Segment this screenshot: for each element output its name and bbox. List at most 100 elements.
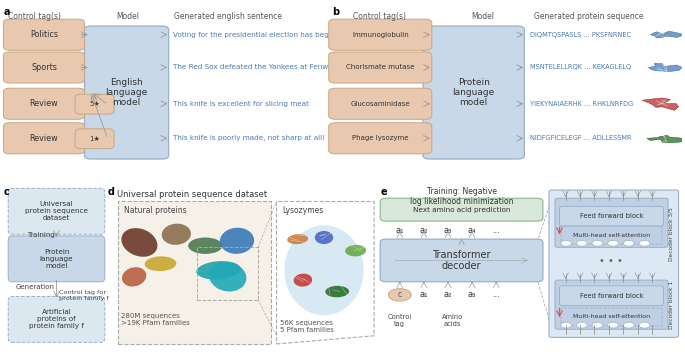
Text: This knife is poorly made, not sharp at all!: This knife is poorly made, not sharp at … [173,135,325,141]
Text: a₂: a₂ [444,290,452,299]
FancyBboxPatch shape [329,88,432,119]
Polygon shape [643,98,679,110]
Text: a₄: a₄ [468,226,476,235]
Text: ...: ... [493,226,500,235]
FancyBboxPatch shape [329,123,432,154]
FancyBboxPatch shape [84,26,169,159]
Polygon shape [649,63,682,72]
Text: Multi-head self-attention: Multi-head self-attention [573,232,650,237]
FancyBboxPatch shape [560,286,664,305]
FancyBboxPatch shape [329,19,432,50]
Text: Glucosaminidase: Glucosaminidase [351,101,410,107]
Text: Feed forward block: Feed forward block [580,293,643,299]
Ellipse shape [162,224,191,245]
FancyBboxPatch shape [8,297,105,342]
Text: Control tag for
protein family f: Control tag for protein family f [59,290,108,301]
Text: Model: Model [116,12,140,21]
Text: Multi-head self-attention: Multi-head self-attention [573,314,650,319]
Text: a₁: a₁ [420,290,428,299]
Text: Phage lysozyme: Phage lysozyme [352,135,408,141]
Text: YIEKYNAIAERHK ... RHKLNRFDG: YIEKYNAIAERHK ... RHKLNRFDG [530,101,633,107]
Text: a₂: a₂ [420,226,428,235]
Ellipse shape [325,286,349,297]
FancyBboxPatch shape [75,94,114,114]
Text: e: e [380,187,387,197]
FancyBboxPatch shape [3,52,84,83]
Text: DIQMTQSPASLS ... PKSFNRNEC: DIQMTQSPASLS ... PKSFNRNEC [530,32,631,38]
Text: Decoder block 1: Decoder block 1 [669,281,673,329]
Circle shape [592,240,603,246]
Text: Protein
language
model: Protein language model [453,78,495,108]
FancyBboxPatch shape [423,26,525,159]
Text: a: a [3,7,10,17]
FancyBboxPatch shape [555,198,668,247]
Text: Training: Training [27,232,54,238]
Ellipse shape [188,237,223,254]
Text: Control
tag: Control tag [388,314,412,328]
Text: Natural proteins: Natural proteins [123,206,186,215]
Text: • • •: • • • [599,256,623,266]
Text: The Red Sox defeated the Yankees at Fenway: The Red Sox defeated the Yankees at Fenw… [173,64,337,70]
Ellipse shape [315,231,333,244]
Text: Review: Review [29,99,58,108]
Text: Amino
acids: Amino acids [442,314,463,328]
Text: Model: Model [471,12,494,21]
Text: 1★: 1★ [89,136,100,142]
FancyBboxPatch shape [3,123,84,154]
Circle shape [592,322,603,328]
Text: c: c [3,187,9,197]
Ellipse shape [284,225,364,315]
Text: 56K sequences
5 Pfam families: 56K sequences 5 Pfam families [280,319,334,333]
Text: Feed forward block: Feed forward block [580,213,643,219]
FancyBboxPatch shape [560,206,664,226]
Text: Universal protein sequence dataset: Universal protein sequence dataset [117,190,267,199]
Text: Decoder block 3/5: Decoder block 3/5 [669,207,673,261]
Text: Control tag(s): Control tag(s) [353,12,406,21]
Circle shape [561,322,571,328]
Circle shape [639,322,650,328]
Ellipse shape [220,228,254,254]
Circle shape [576,240,587,246]
Circle shape [639,240,650,246]
Text: 5★: 5★ [89,101,100,107]
FancyBboxPatch shape [75,129,114,149]
Text: Voting for the presidential election has begun: Voting for the presidential election has… [173,32,338,38]
Text: NIDFGFICELEGF ... ADLLESSMR: NIDFGFICELEGF ... ADLLESSMR [530,135,632,141]
Ellipse shape [345,245,366,256]
Polygon shape [647,136,682,143]
Text: Training: Negative
log likelihood minimization: Training: Negative log likelihood minimi… [410,187,513,206]
Text: Artificial
proteins of
protein family f: Artificial proteins of protein family f [29,309,84,329]
Text: a₃: a₃ [444,226,452,235]
Circle shape [561,240,571,246]
Text: Universal
protein sequence
dataset: Universal protein sequence dataset [25,201,88,221]
Text: Next amino acid prediction: Next amino acid prediction [413,207,510,213]
Ellipse shape [121,228,158,257]
Ellipse shape [287,234,308,244]
Text: MSNTELELLRQK ... KEKAGLELQ: MSNTELELLRQK ... KEKAGLELQ [530,64,631,70]
Text: c: c [398,290,402,299]
Text: d: d [108,187,115,197]
Text: ...: ... [493,290,500,299]
Text: a₁: a₁ [395,226,404,235]
Text: Review: Review [29,134,58,143]
Text: 280M sequences
>19K Pfam families: 280M sequences >19K Pfam families [121,313,190,326]
Text: Generated protein sequence: Generated protein sequence [534,12,644,21]
FancyBboxPatch shape [555,280,668,329]
FancyBboxPatch shape [3,19,84,50]
Text: b: b [332,7,339,17]
Ellipse shape [209,262,247,292]
Circle shape [608,240,619,246]
Text: Transformer
decoder: Transformer decoder [432,250,491,271]
FancyBboxPatch shape [8,188,105,234]
Text: Protein
language
model: Protein language model [40,249,73,269]
Text: a₃: a₃ [468,290,476,299]
Circle shape [388,289,411,301]
FancyBboxPatch shape [380,198,543,221]
Text: Immunoglobulin: Immunoglobulin [352,32,409,38]
Circle shape [623,322,634,328]
Polygon shape [119,201,271,344]
Circle shape [608,322,619,328]
FancyBboxPatch shape [8,236,105,282]
Text: Sports: Sports [31,63,57,72]
FancyBboxPatch shape [3,88,84,119]
